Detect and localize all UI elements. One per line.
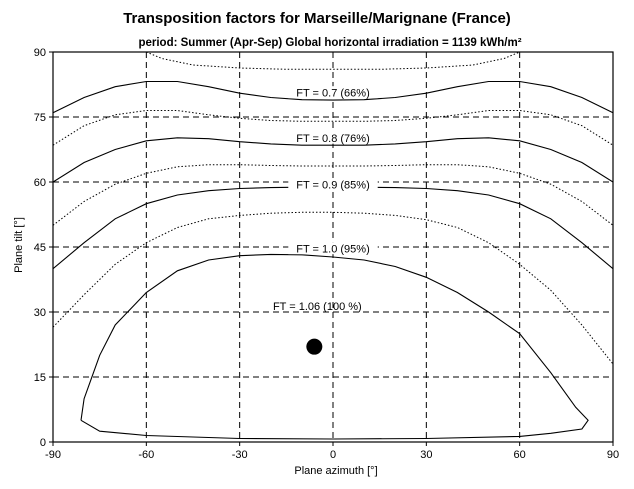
x-tick-label: 0	[330, 449, 336, 461]
contour-dotted-line	[53, 164, 613, 226]
x-tick-label: -60	[138, 449, 154, 461]
contour-label: FT = 0.9 (85%)	[296, 180, 369, 192]
contour-label-bg	[288, 178, 378, 191]
contour-line	[80, 253, 589, 440]
y-tick-label: 60	[34, 177, 46, 189]
chart-title: Transposition factors for Marseille/Mari…	[123, 10, 511, 27]
contour-label: FT = 0.7 (66%)	[296, 88, 369, 100]
x-tick-label: -30	[232, 449, 248, 461]
optimum-point	[306, 338, 323, 355]
y-tick-label: 75	[34, 112, 46, 124]
contour-label-bg	[288, 242, 378, 255]
contour-line	[53, 137, 613, 183]
contour-label: FT = 0.8 (76%)	[296, 133, 369, 145]
contour-label-bg	[288, 86, 378, 99]
y-tick-label: 30	[34, 307, 46, 319]
contour-label: FT = 1.0 (95%)	[296, 244, 369, 256]
plot-area: FT = 0.7 (66%) FT = 0.8 (76%) FT = 0.9 (85…	[34, 47, 619, 461]
y-tick-label: 15	[34, 372, 46, 384]
x-axis-label: Plane azimuth [°]	[294, 465, 377, 477]
optimum-label: FT = 1.06 (100 %)	[273, 301, 362, 313]
x-tick-label: -90	[45, 449, 61, 461]
chart-subtitle: period: Summer (Apr-Sep) Global horizont…	[138, 37, 521, 49]
x-tick-label: 30	[420, 449, 432, 461]
contour-label-bg	[288, 131, 378, 144]
contour-line	[53, 80, 613, 114]
y-tick-label: 90	[34, 47, 46, 59]
contour-dotted-line	[53, 110, 613, 146]
x-tick-label: 90	[607, 449, 619, 461]
y-tick-label: 45	[34, 242, 46, 254]
x-tick-label: 60	[514, 449, 526, 461]
contour-dotted-line	[53, 211, 613, 365]
y-tick-label: 0	[40, 437, 46, 449]
y-axis-label: Plane tilt [°]	[13, 217, 25, 273]
